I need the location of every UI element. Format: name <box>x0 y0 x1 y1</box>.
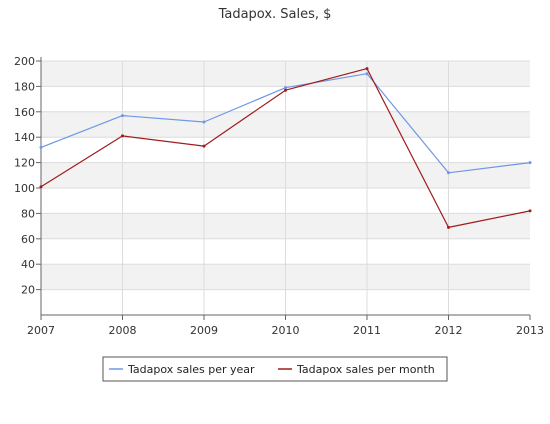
y-tick-label: 100 <box>14 182 35 195</box>
data-point <box>284 88 287 92</box>
legend-label: Tadapox sales per year <box>127 363 255 376</box>
data-point <box>39 145 43 149</box>
y-tick-label: 20 <box>21 284 35 297</box>
y-tick-label: 200 <box>14 55 35 68</box>
y-tick-label: 160 <box>14 106 35 119</box>
x-tick-label: 2012 <box>435 324 463 337</box>
chart-title: Tadapox. Sales, $ <box>218 7 332 22</box>
legend-box <box>102 356 448 382</box>
data-point <box>284 86 287 90</box>
data-point <box>528 161 532 165</box>
x-tick-label: 2013 <box>516 324 544 337</box>
data-point <box>121 134 124 138</box>
x-tick-label: 2007 <box>27 324 55 337</box>
data-point <box>202 144 206 148</box>
data-point <box>365 67 369 71</box>
y-tick-label: 140 <box>14 131 35 144</box>
series-2 <box>39 67 532 229</box>
data-point <box>447 225 450 229</box>
series-1 <box>39 72 532 175</box>
data-point <box>39 185 43 189</box>
legend: Tadapox sales per year Tadapox sales per … <box>102 356 448 382</box>
y-tick-label: 120 <box>14 157 35 170</box>
y-tick-label: 80 <box>21 207 35 220</box>
x-tick-label: 2011 <box>353 324 381 337</box>
data-point <box>447 171 450 175</box>
x-tick-label: 2009 <box>190 324 218 337</box>
data-point <box>121 114 124 118</box>
y-tick-label: 60 <box>21 233 35 246</box>
data-point <box>365 72 369 76</box>
x-tick-label: 2010 <box>272 324 300 337</box>
data-point <box>528 209 532 213</box>
x-tick-label: 2008 <box>109 324 137 337</box>
y-tick-label: 40 <box>21 258 35 271</box>
legend-label: Tadapox sales per month <box>296 363 435 376</box>
y-tick-label: 180 <box>14 80 35 93</box>
data-point <box>202 120 206 124</box>
